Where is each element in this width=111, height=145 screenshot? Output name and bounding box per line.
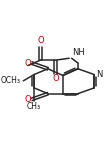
Text: NH: NH <box>72 48 85 57</box>
Text: CH₃: CH₃ <box>27 102 41 111</box>
Text: OCH₃: OCH₃ <box>1 76 21 85</box>
Text: O: O <box>24 59 31 68</box>
Text: O: O <box>24 95 31 104</box>
Text: O: O <box>37 36 44 45</box>
Text: O: O <box>52 74 59 83</box>
Text: N: N <box>96 70 102 79</box>
